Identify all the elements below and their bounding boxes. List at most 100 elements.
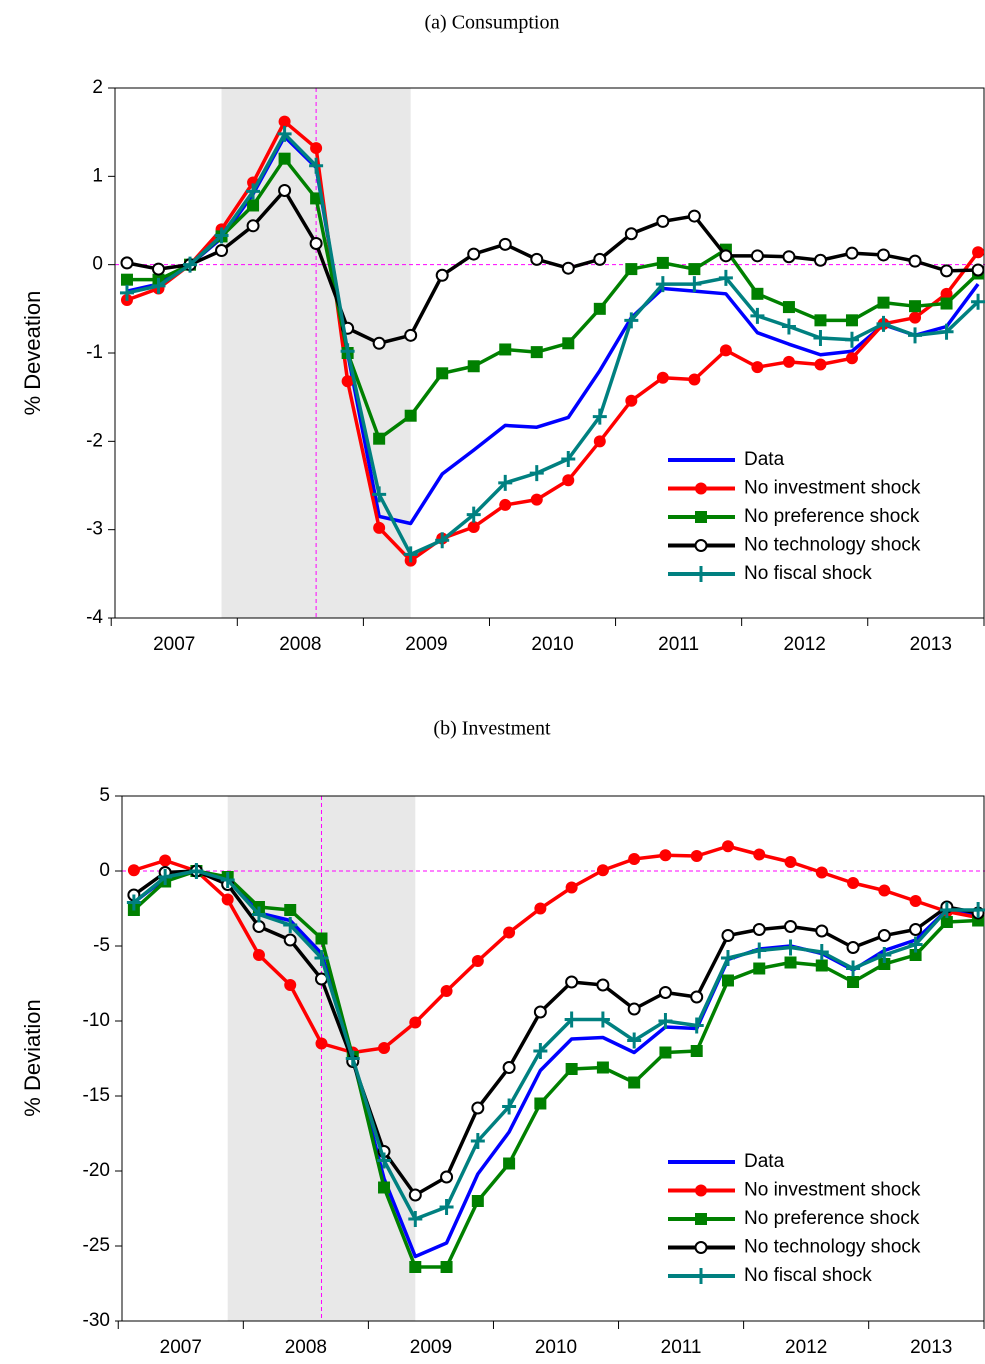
marker xyxy=(159,854,172,867)
y-tick-label: 1 xyxy=(92,165,103,186)
marker xyxy=(909,311,922,324)
marker xyxy=(813,329,828,346)
marker xyxy=(596,864,609,877)
marker xyxy=(627,1032,642,1049)
marker xyxy=(247,199,260,212)
legend-label: No technology shock xyxy=(744,1237,921,1258)
series-line xyxy=(126,156,980,441)
marker xyxy=(624,312,639,329)
marker xyxy=(596,1061,609,1074)
y-tick-label: -20 xyxy=(83,1160,110,1181)
marker xyxy=(847,877,860,889)
marker xyxy=(753,962,766,975)
marker xyxy=(593,252,607,266)
x-tick-label: 2010 xyxy=(531,634,573,655)
marker xyxy=(752,923,766,936)
marker xyxy=(695,482,707,495)
marker xyxy=(404,328,418,342)
marker xyxy=(189,863,204,879)
marker xyxy=(283,917,298,933)
marker xyxy=(502,1061,516,1074)
marker xyxy=(909,895,922,907)
y-tick-label: -25 xyxy=(83,1235,110,1256)
marker xyxy=(596,978,610,992)
y-tick-label: -30 xyxy=(83,1310,110,1331)
marker xyxy=(314,950,329,966)
marker xyxy=(251,906,266,923)
marker xyxy=(340,343,355,360)
marker xyxy=(940,264,954,278)
marker xyxy=(214,227,229,244)
x-tick-label: 2011 xyxy=(661,1337,702,1358)
marker xyxy=(694,1241,708,1254)
marker xyxy=(694,539,708,552)
legend-label: No preference shock xyxy=(744,1208,920,1229)
marker xyxy=(127,864,140,877)
marker xyxy=(277,125,292,142)
y-tick-label: -4 xyxy=(86,607,103,628)
marker xyxy=(690,990,704,1004)
marker xyxy=(529,465,544,482)
legend-label: No investment shock xyxy=(744,1180,921,1201)
marker xyxy=(595,1011,610,1028)
marker xyxy=(877,947,892,963)
marker xyxy=(534,902,547,915)
marker xyxy=(498,237,512,251)
marker xyxy=(750,249,764,263)
marker xyxy=(215,244,229,258)
marker xyxy=(878,958,891,970)
marker xyxy=(876,315,891,332)
legend-label: No preference shock xyxy=(744,506,920,527)
marker xyxy=(252,949,265,961)
marker xyxy=(784,856,797,868)
marker xyxy=(246,219,260,233)
marker xyxy=(815,924,829,938)
marker xyxy=(408,1211,423,1227)
marker xyxy=(625,263,638,276)
marker xyxy=(378,1181,391,1194)
marker xyxy=(847,976,860,988)
marker xyxy=(628,1076,641,1089)
marker xyxy=(751,361,764,374)
marker xyxy=(126,894,141,911)
marker xyxy=(658,1013,673,1029)
marker xyxy=(151,277,166,294)
marker xyxy=(845,314,858,327)
marker xyxy=(844,331,859,348)
marker xyxy=(940,297,953,310)
marker xyxy=(878,884,891,897)
marker xyxy=(815,959,828,972)
marker xyxy=(688,263,701,276)
marker xyxy=(845,246,859,260)
x-tick-label: 2013 xyxy=(910,1337,952,1358)
marker xyxy=(315,1037,328,1050)
marker xyxy=(845,352,858,365)
marker xyxy=(467,360,480,373)
x-tick-label: 2012 xyxy=(784,634,826,655)
marker xyxy=(659,849,672,862)
marker xyxy=(625,394,638,407)
chart-title: (a) Consumption xyxy=(425,12,560,34)
marker xyxy=(656,256,669,269)
marker xyxy=(721,929,735,942)
marker xyxy=(593,435,606,448)
marker xyxy=(940,287,953,300)
marker xyxy=(751,287,764,300)
series-line xyxy=(126,188,979,346)
marker xyxy=(278,183,292,197)
marker xyxy=(908,936,923,953)
marker xyxy=(877,929,891,942)
marker xyxy=(815,866,828,879)
marker xyxy=(687,209,701,223)
marker xyxy=(435,532,450,549)
marker xyxy=(784,920,798,933)
marker xyxy=(499,343,512,356)
marker xyxy=(781,318,796,335)
marker xyxy=(909,923,923,936)
marker xyxy=(498,474,513,491)
marker xyxy=(440,1261,453,1273)
marker xyxy=(471,1195,484,1207)
marker xyxy=(690,1045,703,1057)
